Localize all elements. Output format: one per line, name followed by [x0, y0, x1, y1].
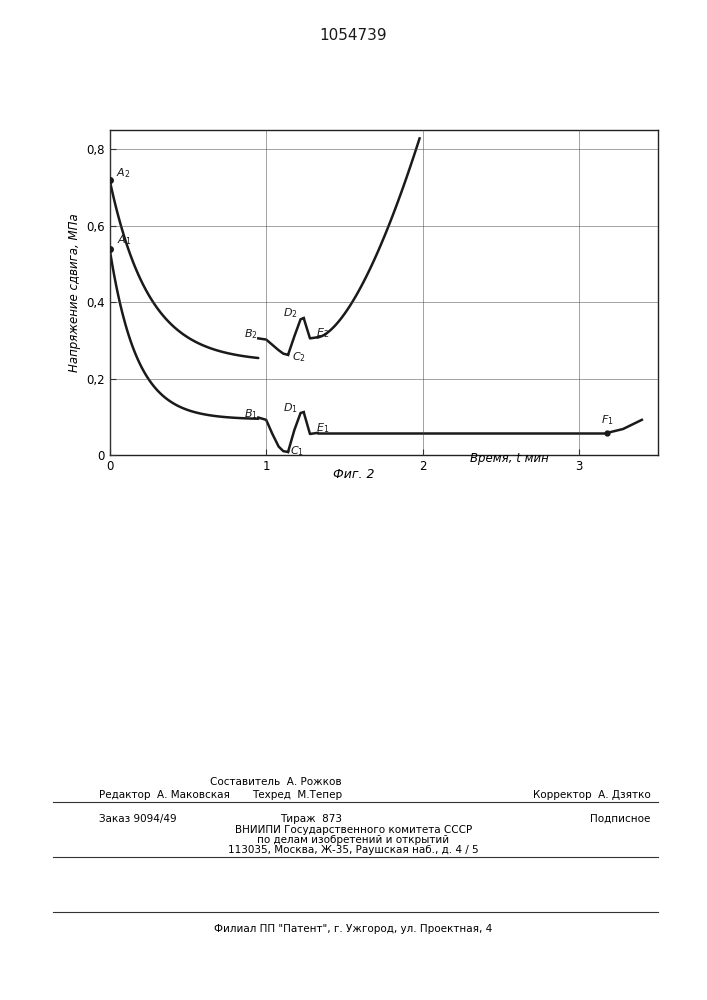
Text: Тираж  873: Тираж 873	[280, 814, 342, 824]
Text: $D_2$: $D_2$	[284, 307, 298, 320]
Text: $A_2$: $A_2$	[116, 166, 130, 180]
Text: $E_2$: $E_2$	[316, 326, 329, 340]
Text: $A_1$: $A_1$	[117, 233, 132, 247]
Text: $D_1$: $D_1$	[284, 401, 298, 415]
Text: 1054739: 1054739	[320, 28, 387, 43]
Text: Подписное: Подписное	[590, 814, 650, 824]
Text: $F_1$: $F_1$	[601, 413, 614, 427]
Text: по делам изобретений и открытий: по делам изобретений и открытий	[257, 835, 450, 845]
Text: Фиг. 2: Фиг. 2	[333, 468, 374, 481]
Text: $B_1$: $B_1$	[244, 407, 258, 421]
Text: Заказ 9094/49: Заказ 9094/49	[99, 814, 177, 824]
Text: $B_2$: $B_2$	[244, 327, 258, 341]
Text: Корректор  А. Дзятко: Корректор А. Дзятко	[532, 790, 650, 800]
Text: Редактор  А. Маковская: Редактор А. Маковская	[99, 790, 230, 800]
Text: Составитель  А. Рожков: Составитель А. Рожков	[210, 777, 341, 787]
Text: Техред  М.Тепер: Техред М.Тепер	[252, 790, 342, 800]
Text: Время, t мин: Время, t мин	[469, 452, 549, 465]
Text: $E_1$: $E_1$	[316, 421, 329, 435]
Text: $C_2$: $C_2$	[292, 350, 306, 364]
Y-axis label: Напряжение сдвига, МПа: Напряжение сдвига, МПа	[68, 213, 81, 372]
Text: 113035, Москва, Ж-35, Раушская наб., д. 4 / 5: 113035, Москва, Ж-35, Раушская наб., д. …	[228, 845, 479, 855]
Text: ВНИИПИ Государственного комитета СССР: ВНИИПИ Государственного комитета СССР	[235, 825, 472, 835]
Text: Филиал ПП "Патент", г. Ужгород, ул. Проектная, 4: Филиал ПП "Патент", г. Ужгород, ул. Прое…	[214, 924, 493, 934]
Text: $C_1$: $C_1$	[291, 444, 305, 458]
